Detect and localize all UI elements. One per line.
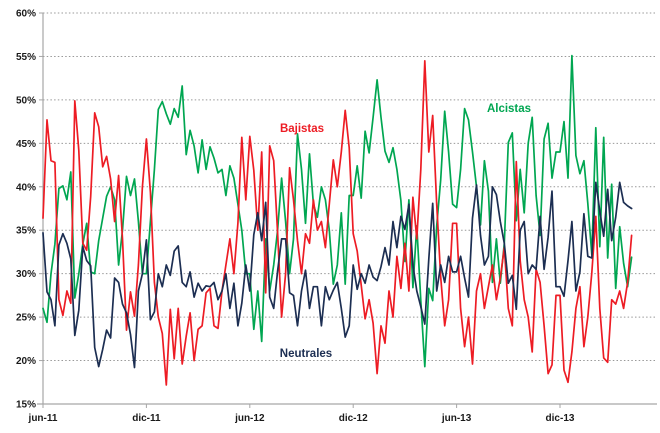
x-axis-label: jun-11 <box>28 413 58 424</box>
y-axis-label: 25% <box>16 313 36 324</box>
alcistas-label: Alcistas <box>487 103 531 115</box>
y-axis-label: 60% <box>16 9 36 20</box>
x-axis-label: jun-13 <box>441 413 472 424</box>
alcistas-line <box>42 54 633 368</box>
neutrales-label: Neutrales <box>280 348 332 360</box>
x-axis-label: dic-11 <box>132 413 161 424</box>
y-axis-label: 30% <box>16 269 36 280</box>
y-axis-label: 40% <box>16 182 36 193</box>
y-axis-label: 15% <box>16 400 36 411</box>
y-axis-label: 50% <box>16 95 36 106</box>
x-axis-label: dic-13 <box>546 413 575 424</box>
neutrales-line <box>42 181 633 369</box>
x-axis-label: dic-12 <box>339 413 368 424</box>
y-axis-label: 35% <box>16 226 36 237</box>
x-axis-label: jun-12 <box>234 413 265 424</box>
y-axis-label: 45% <box>16 139 36 150</box>
y-axis-label: 20% <box>16 356 36 367</box>
bajistas-label: Bajistas <box>280 123 324 135</box>
bajistas-line <box>42 59 633 386</box>
y-axis-label: 55% <box>16 52 36 63</box>
